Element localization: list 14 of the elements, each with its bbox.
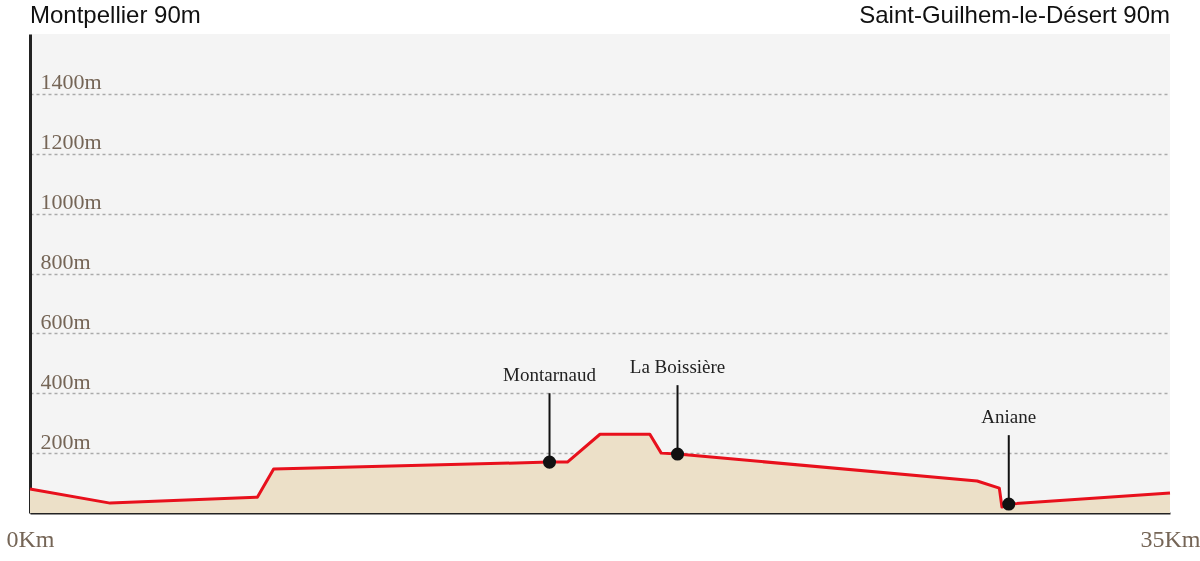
x-tick-label: 0Km — [6, 525, 55, 552]
text: Saint-Guilhem-le-Désert 90m — [859, 1, 1170, 28]
y-tick-label: 1200m — [40, 129, 102, 155]
annotation: La Boissière — [629, 356, 726, 378]
x-tick-label: 35Km — [1140, 525, 1200, 552]
annotation: Montarnaud — [503, 364, 597, 386]
annotation: Aniane — [981, 406, 1037, 428]
y-tick-label: 1400m — [40, 69, 102, 95]
y-tick-label: 800m — [40, 249, 91, 274]
y-tick-label: 1000m — [40, 189, 102, 215]
y-tick-label: 600m — [40, 308, 91, 334]
y-tick-label: 400m — [40, 368, 91, 394]
y-tick-label: 200m — [40, 428, 91, 454]
text: Montpellier 90m — [30, 1, 201, 28]
